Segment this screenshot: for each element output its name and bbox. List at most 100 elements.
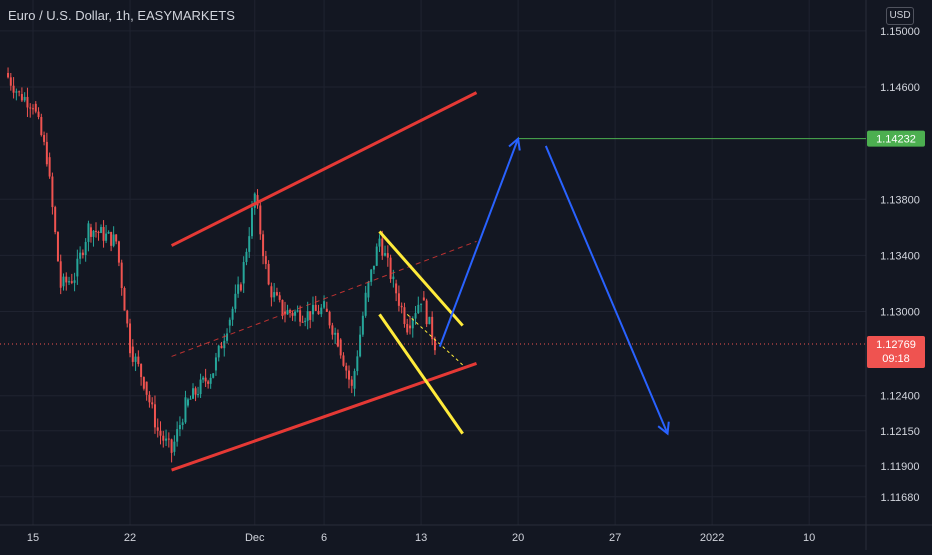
candle-body (323, 301, 326, 308)
candle-body (296, 310, 299, 312)
candle-body (181, 422, 184, 426)
candle-body (345, 365, 348, 371)
candle-body (129, 323, 132, 354)
candle-body (364, 292, 367, 316)
candle-body (386, 253, 389, 258)
arrow-down-head (657, 421, 670, 436)
flag-lower-line[interactable] (378, 313, 464, 435)
candle-body (137, 356, 140, 365)
candle-body (350, 379, 353, 386)
candle-body (375, 246, 378, 266)
candle-body (411, 318, 414, 329)
x-tick-label: 2022 (700, 532, 724, 544)
candle-body (51, 176, 54, 208)
candle-body (54, 207, 57, 233)
candle-body (245, 251, 248, 263)
candle-body (209, 377, 212, 384)
candle-body (242, 262, 245, 284)
candle-body (20, 94, 23, 101)
candle-body (372, 265, 375, 270)
candle-body (159, 430, 162, 436)
candle-body (189, 398, 192, 400)
candle-body (142, 377, 145, 389)
candle-body (214, 357, 217, 371)
candle-body (328, 311, 331, 326)
x-tick-label: 27 (609, 532, 621, 544)
candle-body (320, 307, 323, 315)
candle-body (40, 116, 43, 136)
candle-body (370, 269, 373, 282)
candle-body (384, 253, 387, 256)
candle-body (239, 284, 242, 291)
candle-body (102, 227, 105, 241)
target-price-badge-text: 1.14232 (876, 134, 916, 146)
x-tick-label: 20 (512, 532, 524, 544)
candle-body (417, 304, 420, 314)
candle-body (162, 435, 165, 441)
candle-body (325, 308, 328, 312)
current-price-badge-text: 09:18 (882, 353, 910, 365)
candle-body (273, 292, 276, 298)
candle-body (107, 231, 110, 234)
y-tick-label: 1.11900 (881, 461, 920, 473)
y-tick-label: 1.15000 (880, 26, 920, 38)
candle-body (12, 85, 15, 93)
candle-body (339, 339, 342, 356)
channel-mid-line[interactable] (171, 240, 477, 357)
flag-mid-line[interactable] (406, 313, 463, 366)
candle-body (202, 377, 205, 380)
y-tick-label: 1.11680 (881, 492, 920, 504)
candle-body (65, 276, 68, 283)
flag-upper-line[interactable] (378, 230, 464, 327)
candle-body (212, 373, 215, 378)
candle-body (29, 107, 32, 109)
candle-body (334, 332, 337, 335)
x-tick-label: 15 (27, 532, 39, 544)
arrow-up[interactable] (438, 138, 520, 347)
candle-body (420, 303, 423, 305)
candle-body (331, 325, 334, 335)
candle-body (153, 404, 156, 428)
candle-body (228, 319, 231, 326)
candle-body (306, 311, 309, 321)
candle-body (186, 399, 189, 406)
candle-body (414, 313, 417, 319)
candle-body (84, 241, 87, 255)
candle-body (356, 356, 359, 372)
candle-body (248, 236, 251, 252)
x-tick-label: Dec (245, 532, 265, 544)
candle-body (422, 297, 425, 301)
candle-body (34, 103, 37, 112)
candle-body (89, 227, 92, 237)
candle-body (184, 397, 187, 423)
y-tick-label: 1.13400 (880, 250, 920, 262)
candle-body (264, 256, 267, 264)
candle-body (226, 333, 229, 341)
candle-body (406, 324, 409, 333)
candle-body (311, 304, 314, 315)
candle-body (92, 230, 95, 237)
x-tick-label: 22 (124, 532, 136, 544)
candle-body (231, 308, 234, 320)
candle-body (176, 429, 179, 442)
candle-body (275, 292, 278, 296)
candle-body (267, 263, 270, 285)
candle-body (148, 394, 151, 403)
y-tick-label: 1.13800 (880, 194, 920, 206)
candle-body (207, 381, 210, 384)
candle-body (178, 425, 181, 430)
candle-body (156, 427, 159, 431)
arrow-down[interactable] (544, 145, 669, 435)
channel-upper-line[interactable] (170, 91, 478, 247)
candle-body (304, 320, 307, 322)
candle-body (299, 310, 302, 322)
candle-body (26, 96, 29, 108)
candle-body (199, 379, 202, 395)
currency-button[interactable]: USD (886, 7, 914, 25)
candle-body (112, 234, 115, 246)
candle-body (359, 334, 362, 357)
candle-body (68, 281, 71, 283)
candle-body (381, 238, 384, 256)
